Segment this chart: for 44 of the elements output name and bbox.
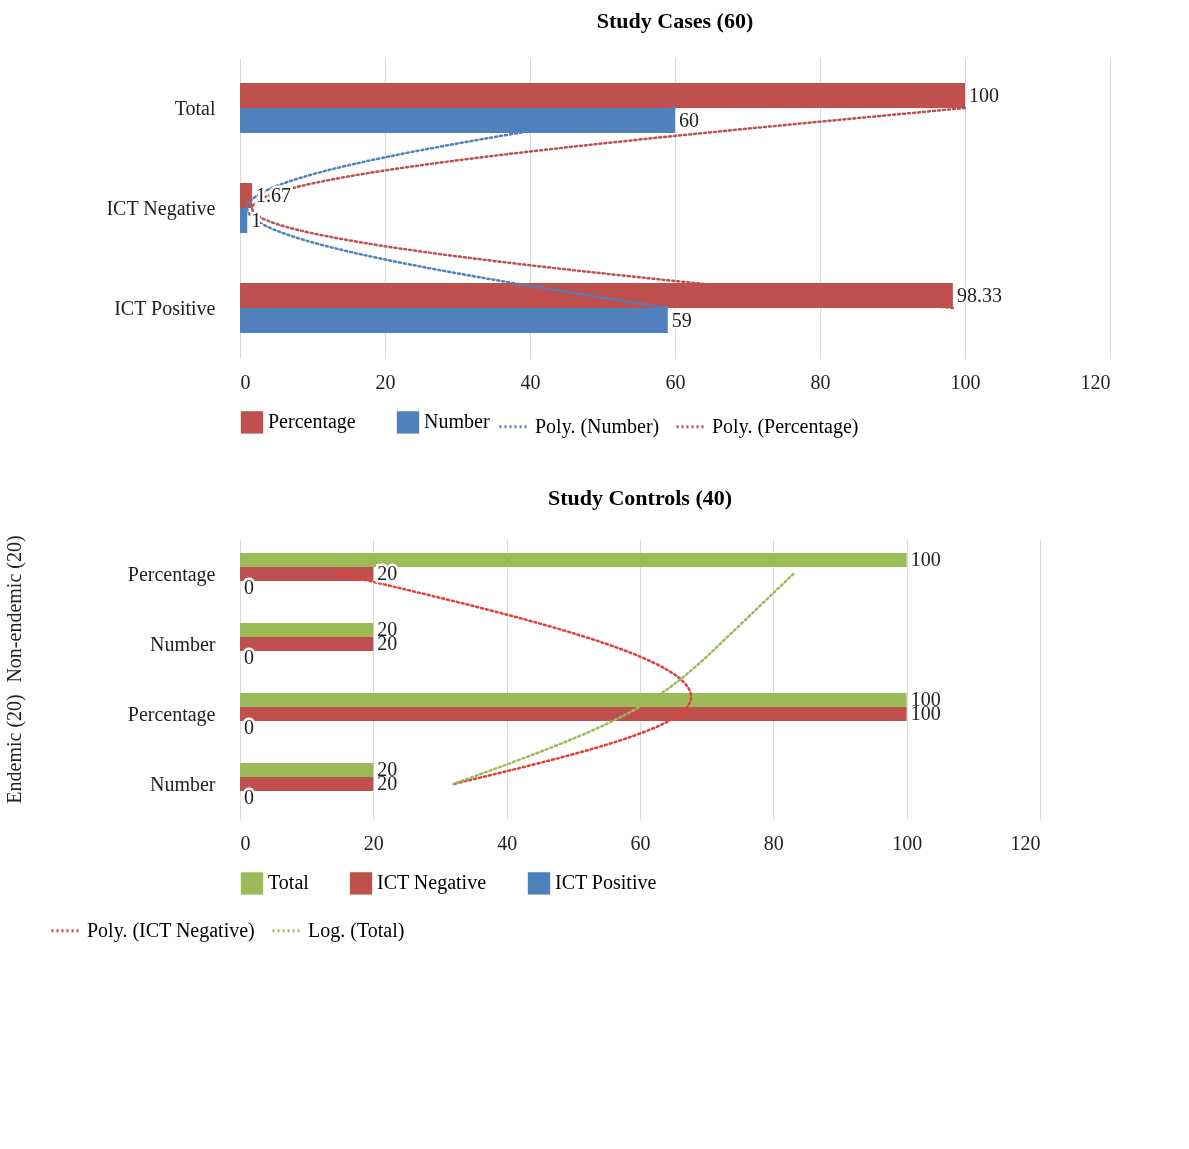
y-tick-label: Number — [149, 772, 216, 795]
legend-label: ICT Negative — [377, 871, 487, 895]
legend-label: Total — [268, 871, 310, 894]
legend-label: Poly. (Number) — [535, 414, 660, 438]
text: Endemic (20) — [3, 694, 26, 804]
x-tick-label: 20 — [375, 370, 396, 393]
x-tick-label: 80 — [763, 831, 784, 854]
y-tick-label: Percentage — [127, 702, 216, 726]
y-tick-label: Number — [149, 632, 216, 655]
text: Non-endemic (20) — [3, 535, 26, 683]
data-label: 100 — [969, 83, 999, 106]
legend-label: Poly. (Percentage) — [712, 414, 859, 438]
data-label: 0 — [244, 646, 254, 668]
data-label: 0 — [244, 576, 254, 598]
x-tick-label: 100 — [892, 831, 923, 854]
chart-title: Study Cases (60) — [596, 8, 754, 33]
x-tick-label: 40 — [520, 370, 541, 393]
y-tick-label: Total — [174, 96, 216, 119]
data-label: 20 — [377, 562, 398, 584]
legend-label: Log. (Total) — [308, 918, 405, 942]
x-tick-label: 120 — [1080, 370, 1111, 393]
data-label: 98.33 — [956, 283, 1002, 306]
x-tick-label: 0 — [240, 831, 251, 854]
x-tick-label: 20 — [363, 831, 384, 854]
x-tick-label: 120 — [1010, 831, 1041, 854]
legend-label: Percentage — [268, 410, 356, 434]
x-tick-label: 0 — [240, 370, 251, 393]
legend-label: Poly. (ICT Negative) — [87, 918, 255, 942]
x-tick-label: 40 — [497, 831, 518, 854]
chart-title: Study Controls (40) — [547, 485, 733, 511]
data-label: 0 — [244, 716, 254, 738]
y-tick-label: Percentage — [127, 562, 216, 586]
x-tick-label: 100 — [950, 370, 981, 393]
x-tick-label: 80 — [810, 370, 831, 393]
data-label: 100 — [910, 548, 941, 570]
data-label: 60 — [679, 108, 699, 131]
x-tick-label: 60 — [630, 831, 651, 854]
y-tick-label: ICT Positive — [114, 296, 216, 319]
y-tick-label: ICT Negative — [106, 196, 216, 220]
legend-label: Number — [424, 410, 490, 433]
data-label: 59 — [671, 308, 692, 331]
legend-label: ICT Positive — [555, 871, 657, 894]
x-tick-label: 60 — [665, 370, 686, 393]
data-label: 0 — [244, 786, 254, 808]
